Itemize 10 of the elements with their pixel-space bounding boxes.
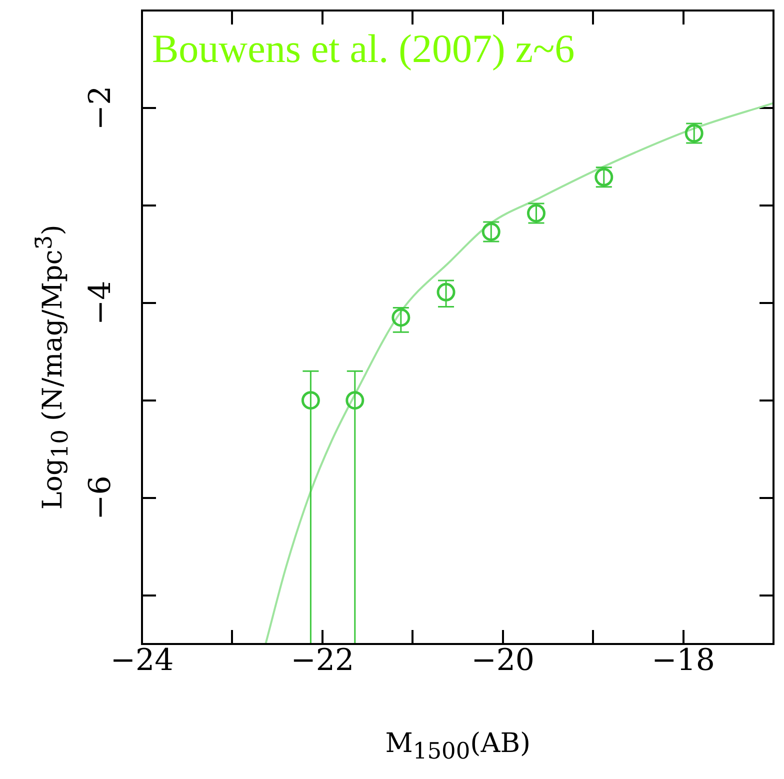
y-tick-label: −2 [82, 86, 118, 130]
annotation: Bouwens et al. (2007) z~6 [152, 24, 575, 72]
y-tick-label: −4 [82, 280, 118, 325]
y-tick-label: −6 [82, 476, 118, 520]
line-series [264, 102, 774, 644]
x-axis-title: M$_{1500}$(AB) [385, 728, 531, 764]
x-tick-label: −18 [652, 642, 715, 678]
x-tick-label: −20 [471, 642, 535, 678]
x-tick-label: −24 [110, 642, 174, 678]
x-tick-label: −22 [290, 642, 354, 678]
